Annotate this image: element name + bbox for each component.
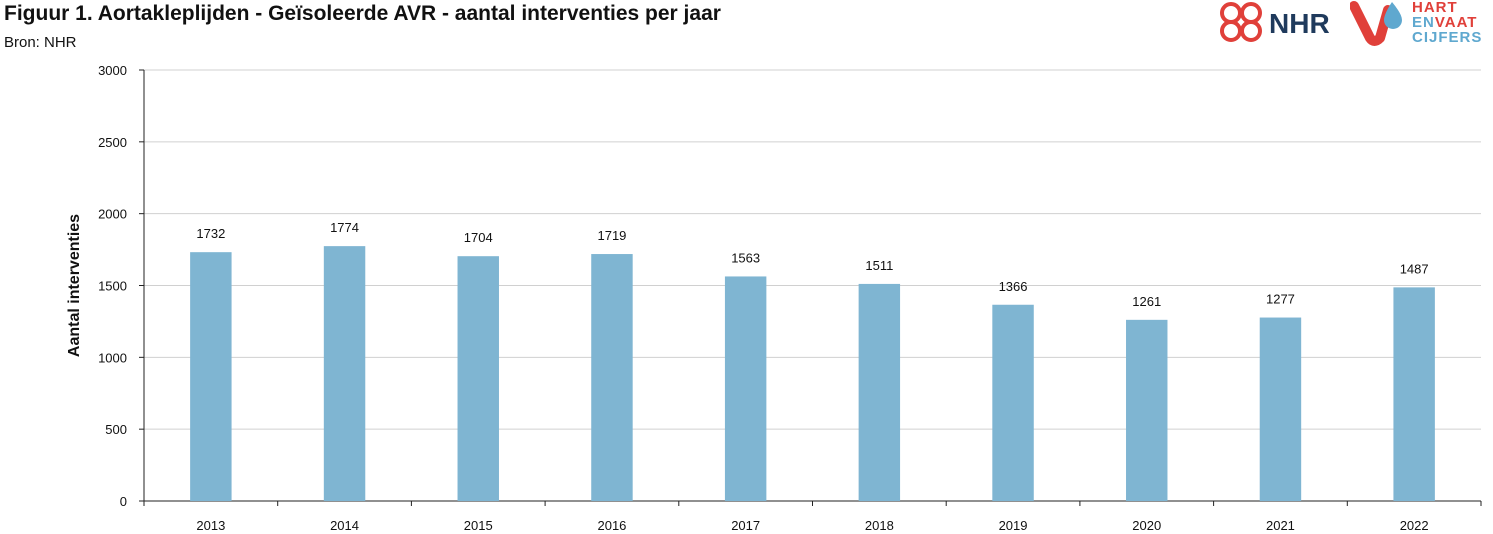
y-tick-label: 2500 <box>98 135 127 150</box>
bar <box>190 252 232 501</box>
data-label: 1774 <box>330 220 359 235</box>
data-label: 1511 <box>865 258 893 273</box>
hvc-line-2-vaat: VAAT <box>1434 14 1478 31</box>
y-tick-label: 3000 <box>98 63 127 78</box>
bar <box>1126 319 1168 501</box>
x-tick-label: 2013 <box>196 518 225 533</box>
nhr-logo: NHR <box>1220 2 1330 42</box>
hvc-line-2: ENVAAT <box>1412 15 1477 30</box>
data-label: 1277 <box>1266 292 1295 307</box>
data-label: 1732 <box>196 226 225 241</box>
bar <box>992 304 1034 501</box>
y-axis-title: Aantal interventies <box>66 214 83 357</box>
x-tick-label: 2014 <box>330 518 359 533</box>
bar <box>457 256 499 501</box>
x-tick-label: 2016 <box>597 518 626 533</box>
x-tick-label: 2018 <box>865 518 894 533</box>
x-tick-label: 2021 <box>1266 518 1295 533</box>
x-tick-label: 2022 <box>1400 518 1429 533</box>
x-tick-label: 2020 <box>1132 518 1161 533</box>
hvc-line-1: HART <box>1412 0 1458 16</box>
x-tick-label: 2019 <box>999 518 1028 533</box>
x-tick-label: 2017 <box>731 518 760 533</box>
y-tick-label: 2000 <box>98 207 127 222</box>
bar <box>1393 287 1435 501</box>
y-tick-label: 1500 <box>98 279 127 294</box>
data-label: 1719 <box>597 228 626 243</box>
hvc-line-3: CIJFERS <box>1412 29 1483 46</box>
hvc-line-2-en: EN <box>1412 14 1435 31</box>
hart-en-vaat-cijfers-logo: HART ENVAAT CIJFERS <box>1350 0 1493 46</box>
y-tick-label: 0 <box>120 494 127 509</box>
y-tick-label: 1000 <box>98 350 127 365</box>
bar <box>724 276 767 501</box>
data-label: 1261 <box>1132 294 1161 309</box>
chart-title: Figuur 1. Aortakleplijden - Geïsoleerde … <box>4 2 721 25</box>
data-label: 1366 <box>999 279 1028 294</box>
bar <box>858 283 901 501</box>
x-tick-label: 2015 <box>464 518 493 533</box>
nhr-logo-text: NHR <box>1269 8 1330 39</box>
bar <box>323 246 366 501</box>
data-label: 1563 <box>731 250 760 265</box>
data-label: 1704 <box>464 230 493 245</box>
chart-source: Bron: NHR <box>4 34 77 51</box>
bar <box>591 254 633 501</box>
bar <box>1259 317 1302 501</box>
data-label: 1487 <box>1400 261 1429 276</box>
y-tick-label: 500 <box>105 422 127 437</box>
heart-drop-icon <box>1350 1 1402 46</box>
